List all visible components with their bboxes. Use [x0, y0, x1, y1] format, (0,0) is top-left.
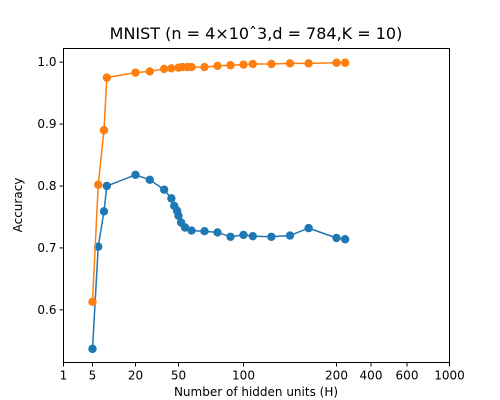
series-1-line [91, 174, 346, 349]
series-2-point [88, 297, 97, 307]
plot-area [63, 48, 450, 363]
series-2-point [340, 58, 350, 67]
series-1-point [174, 211, 183, 220]
x-tick-label: 50 [171, 369, 186, 383]
y-tick-label: 0.6 [37, 303, 56, 317]
series-1-point [340, 235, 350, 244]
plot-frame [63, 48, 450, 363]
series-2-point [200, 62, 209, 72]
series-2-point [213, 61, 222, 71]
x-axis-ticks: 1 5 20 50 100 200 400 600 1000 [60, 362, 465, 383]
x-tick-label: 600 [396, 369, 419, 383]
x-tick-label: 100 [232, 369, 255, 383]
series-1-point [180, 223, 190, 232]
y-axis-label: Accuracy [11, 178, 25, 233]
series-2-point [226, 61, 235, 70]
series-1-point [131, 170, 140, 180]
series-2-point [102, 73, 112, 82]
y-tick-label: 0.9 [37, 117, 56, 131]
chart-title: MNIST (n = 4×10ˆ3,d = 784,K = 10) [110, 24, 403, 43]
x-tick-label: 400 [360, 369, 383, 383]
series-2-line [91, 61, 346, 302]
x-axis-label: Number of hidden units (H) [174, 385, 338, 399]
series-2-point [248, 59, 257, 69]
series-1-point [248, 231, 257, 241]
series-2-point [94, 180, 103, 189]
series-2-point [285, 59, 295, 68]
x-tick-label: 1000 [434, 369, 465, 383]
series-1-point [159, 185, 169, 194]
y-axis-ticks: 0.6 0.7 0.8 0.9 1.0 [37, 55, 64, 317]
series-1-point [239, 230, 248, 240]
series-1-point [88, 344, 97, 354]
series-layer [88, 58, 350, 354]
series-1-point [145, 175, 155, 184]
series-2-point [167, 64, 176, 73]
series-1-point [213, 228, 222, 237]
series-2-point [267, 59, 276, 69]
series-1-point [332, 233, 341, 243]
series-1-point [102, 181, 112, 191]
series-1-point [187, 226, 196, 235]
series-2-point [332, 58, 341, 67]
series-2-point [99, 126, 109, 135]
series-1-point [167, 194, 176, 203]
series-2-point [145, 67, 155, 76]
y-tick-label: 0.7 [37, 241, 56, 255]
y-tick-label: 1.0 [37, 55, 56, 69]
y-tick-label: 0.8 [37, 179, 56, 193]
series-1-point [200, 227, 209, 236]
series-2-point [159, 64, 169, 74]
series-1-point [94, 242, 103, 251]
series-1-point [285, 231, 295, 240]
series-2-point [131, 68, 140, 77]
series-1-point [304, 223, 313, 233]
series-1-point [99, 207, 109, 216]
series-1-point [267, 232, 276, 241]
series-1-point [226, 232, 235, 241]
x-tick-label: 5 [89, 369, 97, 383]
series-2-point [304, 59, 313, 68]
x-tick-label: 20 [128, 369, 143, 383]
x-tick-label: 1 [60, 369, 68, 383]
series-2-point [239, 60, 248, 69]
x-tick-label: 200 [325, 369, 348, 383]
series-2-point [187, 62, 196, 72]
